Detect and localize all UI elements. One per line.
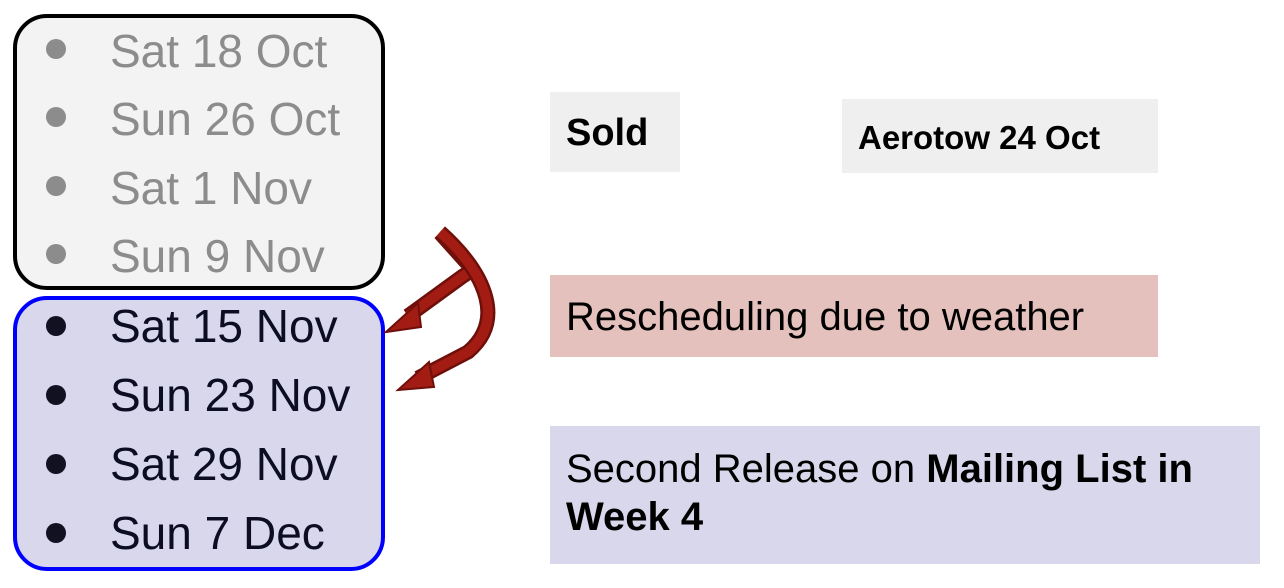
rescheduled-dates-group [13,296,385,571]
second-release-label: Second Release on Mailing List in Week 4 [550,426,1260,564]
date-label: Sun 9 Nov [110,230,325,282]
bullet-icon [46,244,66,264]
date-item: Sat 18 Oct [0,21,380,81]
date-item: Sun 26 Oct [0,89,380,149]
mailing-list-week-label: Mailing List in Week 4 [566,447,1193,539]
date-label: Sun 23 Nov [110,369,351,421]
date-item: Sun 7 Dec [0,503,380,563]
date-label: Sun 26 Oct [110,93,341,145]
aerotow-label: Aerotow 24 Oct [842,99,1158,173]
second-release-prefix: Second Release on [566,447,927,491]
rescheduling-label: Rescheduling due to weather [550,275,1158,357]
bullet-icon [46,454,66,474]
date-label: Sun 7 Dec [110,507,325,559]
sold-dates-group [13,14,385,290]
bullet-icon [46,523,66,543]
date-item: Sat 1 Nov [0,158,380,218]
date-item: Sun 9 Nov [0,226,380,286]
bullet-icon [46,316,66,336]
date-label: Sat 18 Oct [110,25,328,77]
bullet-icon [46,385,66,405]
reschedule-arrow-lower-icon [395,226,496,392]
bullet-icon [46,107,66,127]
date-label: Sat 29 Nov [110,438,338,490]
date-item: Sat 15 Nov [0,296,380,356]
bullet-icon [46,39,66,59]
date-label: Sat 1 Nov [110,162,312,214]
date-item: Sun 23 Nov [0,365,380,425]
bullet-icon [46,176,66,196]
date-label: Sat 15 Nov [110,300,338,352]
sold-label: Sold [550,92,680,172]
date-item: Sat 29 Nov [0,434,380,494]
